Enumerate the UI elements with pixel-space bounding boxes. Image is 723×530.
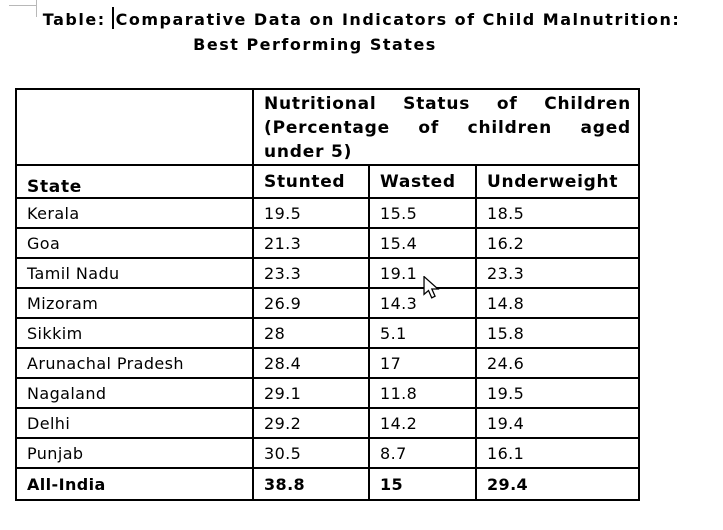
stunted-cell[interactable]: 29.1	[252, 377, 370, 409]
title-prefix: Table:	[42, 10, 106, 29]
stunted-cell[interactable]: 26.9	[252, 287, 370, 319]
underweight-cell[interactable]: 23.3	[474, 257, 641, 289]
wasted-cell[interactable]: 5.1	[368, 317, 477, 349]
group-header-line: Nutritional Status of Children	[264, 94, 632, 114]
underweight-cell[interactable]: 15.8	[474, 317, 641, 349]
group-header-cell[interactable]: Nutritional Status of Children (Percenta…	[251, 88, 641, 166]
stunted-cell[interactable]: 23.3	[252, 257, 370, 289]
text-cursor	[111, 7, 114, 29]
state-cell[interactable]: Mizoram	[15, 287, 254, 319]
wasted-cell[interactable]: 8.7	[368, 437, 477, 469]
group-header-line: under 5)	[264, 142, 353, 162]
wasted-cell[interactable]: 14.3	[368, 287, 477, 319]
page-margin-corner-mark	[9, 5, 37, 6]
state-cell[interactable]: Sikkim	[15, 317, 254, 349]
state-cell[interactable]: Nagaland	[15, 377, 254, 409]
underweight-cell[interactable]: 16.1	[474, 437, 641, 469]
stunted-cell[interactable]: 19.5	[252, 197, 370, 229]
stunted-cell[interactable]: 28.4	[252, 347, 370, 379]
stunted-cell[interactable]: 21.3	[252, 227, 370, 259]
state-cell[interactable]: Goa	[15, 227, 254, 259]
title-line-1[interactable]: Table: Comparative Data on Indicators of …	[0, 7, 723, 32]
title-main: Comparative Data on Indicators of Child …	[115, 10, 681, 29]
group-header-row: Nutritional Status of Children (Percenta…	[15, 88, 641, 166]
wasted-cell[interactable]: 15.5	[368, 197, 477, 229]
column-header-wasted[interactable]: Wasted	[368, 164, 477, 199]
table-row: Delhi 29.2 14.2 19.4	[15, 407, 641, 439]
table-row: Kerala 19.5 15.5 18.5	[15, 197, 641, 229]
stunted-cell[interactable]: 38.8	[252, 467, 370, 501]
state-cell[interactable]: Tamil Nadu	[15, 257, 254, 289]
table-row: Nagaland 29.1 11.8 19.5	[15, 377, 641, 409]
table-row-all-india: All-India 38.8 15 29.4	[15, 467, 641, 501]
stunted-cell[interactable]: 29.2	[252, 407, 370, 439]
state-cell[interactable]: Punjab	[15, 437, 254, 469]
wasted-cell[interactable]: 11.8	[368, 377, 477, 409]
stunted-cell[interactable]: 30.5	[252, 437, 370, 469]
state-cell[interactable]: Kerala	[15, 197, 254, 229]
group-header-line: (Percentage of children aged	[264, 118, 632, 138]
underweight-cell[interactable]: 18.5	[474, 197, 641, 229]
column-header-underweight[interactable]: Underweight	[474, 164, 641, 199]
wasted-cell[interactable]: 15	[368, 467, 477, 501]
document-title: Table: Comparative Data on Indicators of …	[0, 7, 723, 57]
malnutrition-table: Nutritional Status of Children (Percenta…	[15, 88, 641, 501]
wasted-cell[interactable]: 19.1	[368, 257, 477, 289]
table-row: Mizoram 26.9 14.3 14.8	[15, 287, 641, 319]
wasted-cell[interactable]: 15.4	[368, 227, 477, 259]
table-row: Goa 21.3 15.4 16.2	[15, 227, 641, 259]
underweight-cell[interactable]: 14.8	[474, 287, 641, 319]
stunted-cell[interactable]: 28	[252, 317, 370, 349]
table-row: Tamil Nadu 23.3 19.1 23.3	[15, 257, 641, 289]
table-row: Arunachal Pradesh 28.4 17 24.6	[15, 347, 641, 379]
table-row: Sikkim 28 5.1 15.8	[15, 317, 641, 349]
column-header-state[interactable]: State	[15, 164, 254, 199]
column-header-stunted[interactable]: Stunted	[252, 164, 370, 199]
column-header-row: State Stunted Wasted Underweight	[15, 164, 641, 199]
empty-corner-cell[interactable]	[15, 88, 254, 166]
state-cell[interactable]: Delhi	[15, 407, 254, 439]
state-cell[interactable]: Arunachal Pradesh	[15, 347, 254, 379]
underweight-cell[interactable]: 29.4	[474, 467, 641, 501]
wasted-cell[interactable]: 17	[368, 347, 477, 379]
page-margin-corner-mark	[36, 0, 37, 17]
wasted-cell[interactable]: 14.2	[368, 407, 477, 439]
underweight-cell[interactable]: 19.5	[474, 377, 641, 409]
title-subtitle[interactable]: Best Performing States	[193, 35, 437, 54]
underweight-cell[interactable]: 19.4	[474, 407, 641, 439]
state-cell[interactable]: All-India	[15, 467, 254, 501]
underweight-cell[interactable]: 24.6	[474, 347, 641, 379]
mouse-cursor	[423, 276, 440, 299]
underweight-cell[interactable]: 16.2	[474, 227, 641, 259]
table-row: Punjab 30.5 8.7 16.1	[15, 437, 641, 469]
